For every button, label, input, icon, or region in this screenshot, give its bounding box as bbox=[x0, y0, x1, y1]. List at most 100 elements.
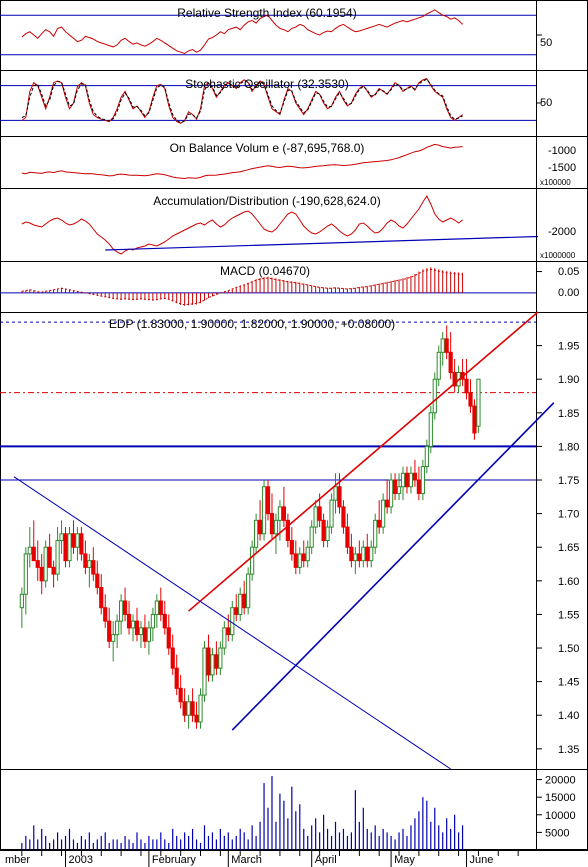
price-tick-1.45: 1.45 bbox=[558, 677, 579, 689]
candle-body bbox=[194, 714, 199, 723]
candle-body bbox=[146, 627, 152, 642]
candle-body bbox=[91, 560, 96, 575]
candle-body bbox=[277, 506, 283, 521]
candle bbox=[305, 540, 310, 568]
accdist-title: Accumulation/Distribution (-190,628,624.… bbox=[153, 194, 380, 208]
trendline-blue-support bbox=[231, 402, 555, 731]
candle bbox=[178, 674, 183, 709]
candle-body bbox=[214, 654, 219, 669]
stochastic-d-line bbox=[21, 78, 463, 124]
candle-body bbox=[95, 573, 100, 589]
candle-body bbox=[289, 540, 294, 555]
trendline-blue-down bbox=[13, 476, 451, 770]
candle bbox=[361, 540, 366, 568]
candle bbox=[154, 594, 159, 628]
candle-body bbox=[75, 533, 80, 548]
candle bbox=[186, 695, 191, 729]
candle bbox=[234, 594, 239, 622]
candle bbox=[341, 500, 346, 534]
candle bbox=[436, 345, 441, 386]
rsi-tick-50: 50 bbox=[540, 37, 552, 49]
candle bbox=[166, 614, 171, 655]
candle-body bbox=[444, 338, 449, 353]
candle bbox=[55, 527, 60, 581]
candle bbox=[396, 473, 402, 501]
price-tick-1.85: 1.85 bbox=[558, 408, 579, 420]
candle-body bbox=[234, 607, 239, 615]
macd-tick-000: 0.00 bbox=[558, 287, 579, 299]
candle-body bbox=[134, 620, 140, 636]
candle-body bbox=[55, 540, 60, 575]
candle-body bbox=[424, 445, 429, 468]
candle bbox=[321, 513, 326, 548]
price-tick-1.35: 1.35 bbox=[558, 744, 579, 756]
candle-body bbox=[87, 560, 92, 568]
month-gridlines bbox=[21, 850, 519, 867]
candle-body bbox=[321, 519, 326, 542]
candle bbox=[170, 634, 175, 675]
candle bbox=[210, 648, 215, 682]
x-label-3: March bbox=[231, 854, 262, 866]
obv-tick-1000: -1000 bbox=[548, 145, 576, 157]
price-tick-1.70: 1.70 bbox=[558, 509, 579, 521]
candle bbox=[142, 614, 148, 649]
candle-body bbox=[341, 506, 346, 528]
candle bbox=[198, 688, 203, 729]
candle-body bbox=[182, 701, 187, 716]
obv-tick-1500: -1500 bbox=[548, 162, 576, 174]
candle bbox=[281, 486, 286, 528]
candle bbox=[79, 527, 84, 561]
candle-body bbox=[436, 351, 441, 380]
candle bbox=[35, 540, 40, 581]
candle-body bbox=[317, 506, 322, 521]
candle-body bbox=[273, 519, 279, 535]
candle bbox=[226, 614, 231, 642]
candle bbox=[194, 701, 199, 729]
candle bbox=[432, 372, 437, 420]
candle bbox=[91, 547, 96, 581]
candle-body bbox=[178, 687, 183, 703]
candle bbox=[416, 466, 421, 501]
candle bbox=[333, 473, 338, 514]
macd-histogram bbox=[21, 267, 542, 306]
candle-body bbox=[254, 519, 259, 548]
stochastic-panel: Stochastic Oscillator (32.3530) 50 bbox=[0, 77, 552, 124]
candle-body bbox=[369, 546, 374, 562]
candle bbox=[388, 473, 394, 514]
candle bbox=[103, 594, 108, 628]
candle-body bbox=[190, 701, 195, 716]
accdist-unit: x1000000 bbox=[540, 251, 576, 260]
candle bbox=[111, 621, 116, 662]
candle bbox=[95, 560, 100, 595]
candle bbox=[119, 594, 124, 635]
candle bbox=[412, 459, 418, 487]
volume-tick-15000: 15000 bbox=[545, 792, 576, 804]
stochastic-tick-50: 50 bbox=[540, 97, 552, 109]
volume-tick-10000: 10000 bbox=[545, 810, 576, 822]
candle-body bbox=[246, 573, 251, 609]
candle bbox=[126, 600, 132, 635]
candle-body bbox=[202, 647, 207, 696]
candle-body bbox=[381, 499, 386, 528]
candle bbox=[27, 527, 32, 568]
price-title: EDP (1.83000, 1.90000, 1.82000, 1.90000,… bbox=[109, 317, 395, 331]
candle bbox=[301, 540, 306, 568]
candle bbox=[265, 480, 271, 521]
candle bbox=[337, 473, 342, 514]
accdist-panel: Accumulation/Distribution (-190,628,624.… bbox=[21, 194, 576, 260]
candle-body bbox=[404, 472, 410, 488]
volume-tick-5000: 5000 bbox=[545, 827, 569, 839]
candle bbox=[31, 520, 36, 562]
candle bbox=[138, 621, 144, 649]
price-tick-1.90: 1.90 bbox=[558, 374, 579, 386]
macd-title: MACD (0.04670) bbox=[220, 264, 310, 278]
candle bbox=[214, 641, 219, 675]
price-tick-1.60: 1.60 bbox=[558, 576, 579, 588]
candle-body bbox=[158, 600, 163, 615]
candle-body bbox=[285, 519, 290, 542]
candle bbox=[273, 513, 279, 554]
x-axis-labels: mber 2003 February March April May June bbox=[5, 854, 493, 866]
candle bbox=[392, 473, 398, 501]
candle bbox=[357, 540, 362, 568]
candle-body bbox=[162, 613, 167, 629]
